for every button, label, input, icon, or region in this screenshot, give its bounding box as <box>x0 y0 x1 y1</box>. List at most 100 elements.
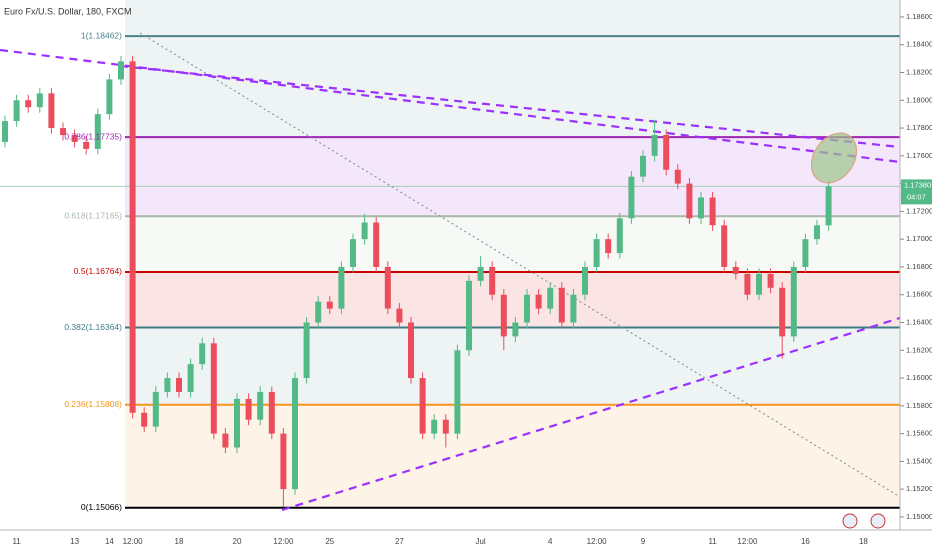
fib-band <box>125 404 900 508</box>
y-tick-label: 1.17800 <box>906 123 932 132</box>
candle-body <box>535 294 542 309</box>
candle-body <box>408 322 414 379</box>
y-tick-label: 1.18400 <box>906 40 932 49</box>
fib-band <box>125 216 900 272</box>
x-tick-label: 9 <box>641 537 646 546</box>
candle-body <box>48 93 55 129</box>
candle-body <box>570 294 577 323</box>
candle-body <box>303 322 310 379</box>
candles <box>2 55 832 508</box>
candle-body <box>187 364 194 392</box>
fib-label: 0.382(1.16364) <box>64 322 122 332</box>
candle-body <box>814 225 820 240</box>
trend-line <box>139 32 906 501</box>
candle-body <box>558 287 565 323</box>
x-tick-label: 20 <box>233 537 242 546</box>
fib-band <box>125 137 900 217</box>
x-tick-label: 12:00 <box>123 537 144 546</box>
candle-body <box>605 239 612 254</box>
x-tick-label: Jul <box>475 537 485 546</box>
candle-body <box>396 308 403 323</box>
candle-body <box>141 412 148 427</box>
x-tick-label: 18 <box>175 537 184 546</box>
x-tick-label: 27 <box>395 537 404 546</box>
candle-body <box>94 114 101 149</box>
candle-body <box>199 343 206 365</box>
fib-label: 0.5(1.16764) <box>74 266 122 276</box>
candle-body <box>686 183 693 219</box>
candle-body <box>489 266 496 295</box>
x-tick-label: 18 <box>859 537 868 546</box>
price-axis-bg <box>900 0 932 550</box>
countdown: 04:07 <box>907 192 926 201</box>
candle-body <box>431 419 438 434</box>
candle-body <box>721 225 728 267</box>
fib-band <box>125 327 900 405</box>
candle-body <box>767 273 774 288</box>
x-tick-label: 14 <box>105 537 114 546</box>
y-tick-label: 1.15600 <box>906 429 932 438</box>
x-tick-label: 16 <box>801 537 810 546</box>
candle-body <box>825 186 832 226</box>
candle-body <box>373 222 380 267</box>
candle-body <box>257 391 264 420</box>
trend-line <box>0 48 901 164</box>
y-tick-label: 1.18200 <box>906 67 932 76</box>
candle-body <box>292 378 298 490</box>
candle-body <box>790 266 797 337</box>
candle-body <box>60 128 66 135</box>
candle-body <box>779 287 786 337</box>
event-icon[interactable] <box>870 513 886 529</box>
y-tick-label: 1.16400 <box>906 317 932 326</box>
candle-body <box>83 141 90 149</box>
candle-body <box>71 135 78 142</box>
candle-body <box>477 266 484 281</box>
trend-line <box>281 316 901 512</box>
chart-title: Euro Fx/U.S. Dollar, 180, FXCM <box>4 6 132 16</box>
candle-body <box>419 378 426 434</box>
fib-band <box>125 0 900 37</box>
candle-body <box>524 294 530 323</box>
candle-body <box>13 100 20 122</box>
x-tick-label: 12:00 <box>737 537 758 546</box>
labels: 1(1.18462) 0.786(1.17735) 0.618(1.17165) 0.… <box>64 30 122 512</box>
y-tick-label: 1.16800 <box>906 262 932 271</box>
candle-body <box>709 197 716 226</box>
fib-label: 0.236(1.15808) <box>64 399 122 409</box>
candle-body <box>802 239 809 267</box>
candle-body <box>616 218 623 254</box>
x-tick-label: 12:00 <box>587 537 608 546</box>
y-tick-label: 1.18600 <box>906 12 932 21</box>
candle-body <box>640 155 646 177</box>
y-tick-label: 1.16600 <box>906 290 932 299</box>
candle-body <box>280 433 287 490</box>
candle-body <box>222 433 229 448</box>
highlight-ellipse <box>810 132 858 184</box>
candle-body <box>500 294 507 337</box>
candle-body <box>25 100 32 108</box>
candle-body <box>268 391 275 434</box>
y-tick-label: 1.16000 <box>906 373 932 382</box>
candle-body <box>663 135 670 170</box>
candle-body <box>118 61 124 80</box>
candle-body <box>176 378 182 392</box>
candle-body <box>361 222 368 240</box>
candle-body <box>756 273 762 295</box>
candle-body <box>582 266 588 295</box>
y-tick-label: 1.17000 <box>906 234 932 243</box>
event-icon[interactable] <box>842 513 858 529</box>
candle-body <box>210 343 217 434</box>
y-tick-label: 1.17200 <box>906 206 932 215</box>
candle-body <box>628 176 635 219</box>
candle-body <box>36 93 43 108</box>
x-tick-label: 11 <box>12 537 21 546</box>
candle-body <box>651 135 658 156</box>
candle-body <box>547 287 554 309</box>
fib-bands <box>125 0 900 508</box>
fib-label: 0.786(1.17735) <box>64 131 122 141</box>
y-tick-label: 1.16200 <box>906 345 932 354</box>
x-tick-label: 13 <box>70 537 79 546</box>
candle-body <box>234 398 240 448</box>
x-tick-label: 25 <box>325 537 334 546</box>
